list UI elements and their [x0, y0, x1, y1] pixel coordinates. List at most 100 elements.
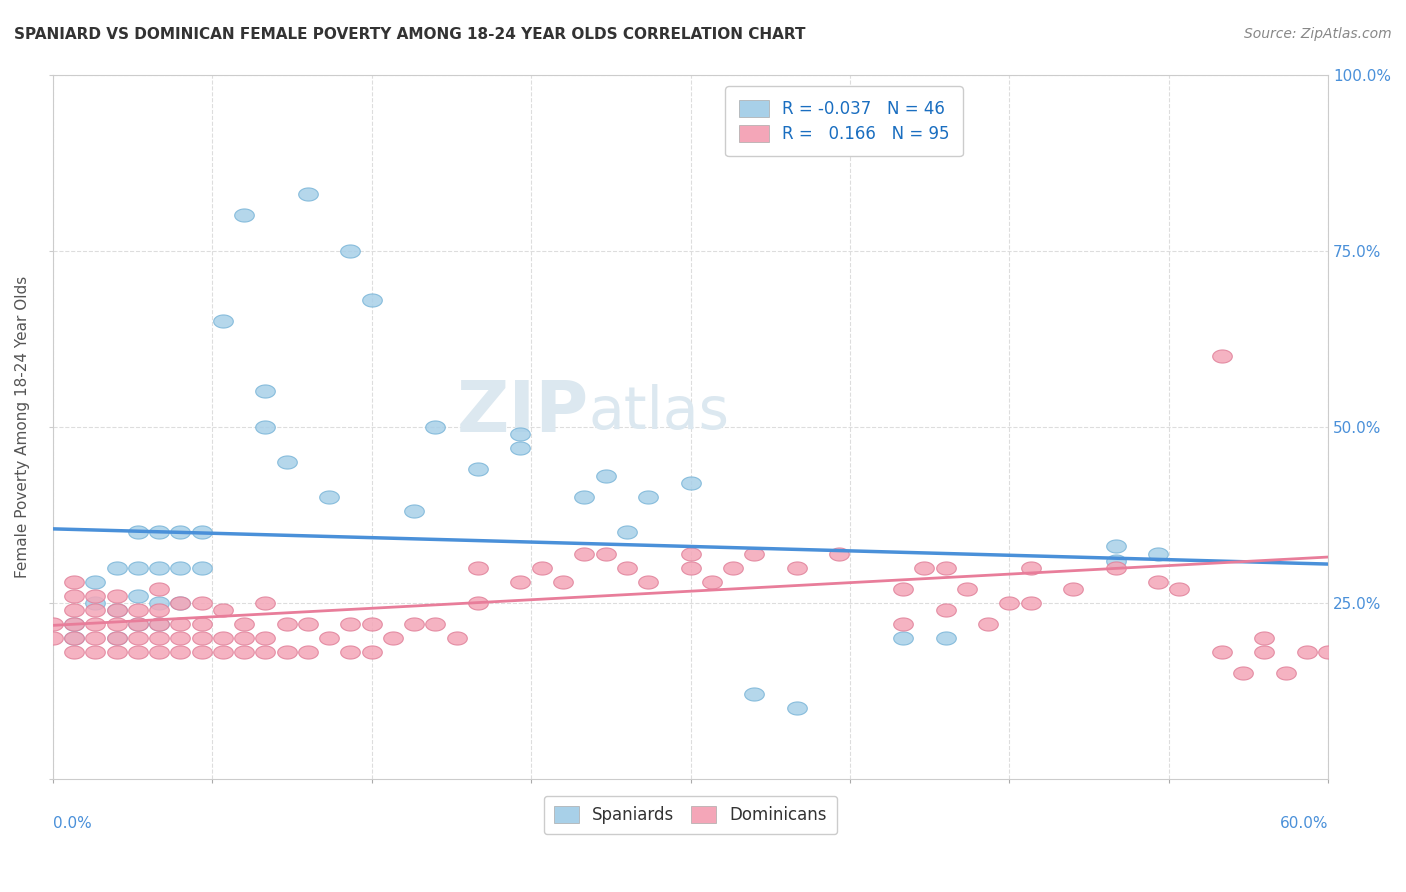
Point	[318, 631, 340, 645]
Point	[105, 631, 128, 645]
Point	[360, 293, 382, 307]
Point	[509, 441, 531, 455]
Point	[339, 645, 361, 659]
Point	[212, 645, 235, 659]
Point	[276, 616, 298, 631]
Point	[127, 560, 149, 574]
Point	[84, 596, 107, 610]
Point	[42, 616, 65, 631]
Point	[509, 426, 531, 441]
Point	[1104, 560, 1126, 574]
Point	[509, 574, 531, 589]
Point	[339, 616, 361, 631]
Point	[63, 631, 86, 645]
Point	[148, 582, 170, 596]
Point	[84, 631, 107, 645]
Point	[105, 616, 128, 631]
Point	[212, 314, 235, 328]
Point	[212, 631, 235, 645]
Text: ZIP: ZIP	[457, 378, 589, 447]
Point	[254, 631, 277, 645]
Point	[446, 631, 468, 645]
Point	[127, 645, 149, 659]
Point	[84, 616, 107, 631]
Point	[254, 384, 277, 399]
Point	[297, 645, 319, 659]
Point	[148, 631, 170, 645]
Point	[637, 574, 659, 589]
Point	[828, 547, 851, 561]
Text: atlas: atlas	[589, 384, 730, 442]
Point	[360, 645, 382, 659]
Point	[127, 616, 149, 631]
Point	[169, 560, 191, 574]
Point	[616, 560, 638, 574]
Point	[105, 603, 128, 617]
Point	[148, 645, 170, 659]
Point	[254, 419, 277, 434]
Point	[127, 616, 149, 631]
Point	[467, 560, 489, 574]
Point	[84, 645, 107, 659]
Point	[148, 616, 170, 631]
Point	[425, 419, 447, 434]
Point	[721, 560, 744, 574]
Point	[339, 244, 361, 258]
Point	[276, 455, 298, 469]
Point	[169, 645, 191, 659]
Point	[1211, 349, 1233, 363]
Point	[318, 490, 340, 504]
Point	[1104, 540, 1126, 554]
Point	[190, 616, 212, 631]
Point	[998, 596, 1021, 610]
Point	[105, 631, 128, 645]
Point	[63, 589, 86, 603]
Point	[381, 631, 404, 645]
Point	[127, 525, 149, 540]
Point	[169, 525, 191, 540]
Text: 60.0%: 60.0%	[1279, 816, 1329, 831]
Point	[148, 525, 170, 540]
Point	[1168, 582, 1191, 596]
Point	[1062, 582, 1084, 596]
Point	[1232, 666, 1254, 681]
Point	[551, 574, 574, 589]
Point	[574, 547, 596, 561]
Point	[276, 645, 298, 659]
Point	[530, 560, 553, 574]
Point	[679, 547, 702, 561]
Point	[254, 645, 277, 659]
Point	[84, 574, 107, 589]
Point	[254, 596, 277, 610]
Point	[169, 596, 191, 610]
Point	[63, 603, 86, 617]
Point	[84, 603, 107, 617]
Point	[891, 616, 914, 631]
Point	[63, 574, 86, 589]
Point	[595, 547, 617, 561]
Point	[212, 603, 235, 617]
Point	[1296, 645, 1319, 659]
Legend: Spaniards, Dominicans: Spaniards, Dominicans	[544, 796, 837, 834]
Y-axis label: Female Poverty Among 18-24 Year Olds: Female Poverty Among 18-24 Year Olds	[15, 276, 30, 578]
Point	[467, 462, 489, 476]
Point	[891, 631, 914, 645]
Point	[190, 645, 212, 659]
Point	[637, 490, 659, 504]
Point	[233, 631, 256, 645]
Point	[105, 560, 128, 574]
Point	[63, 645, 86, 659]
Point	[1147, 547, 1170, 561]
Point	[169, 616, 191, 631]
Point	[233, 616, 256, 631]
Point	[1104, 553, 1126, 567]
Point	[786, 560, 808, 574]
Point	[42, 631, 65, 645]
Point	[148, 560, 170, 574]
Point	[1274, 666, 1296, 681]
Point	[1317, 645, 1340, 659]
Point	[425, 616, 447, 631]
Point	[105, 589, 128, 603]
Point	[190, 631, 212, 645]
Point	[1019, 560, 1042, 574]
